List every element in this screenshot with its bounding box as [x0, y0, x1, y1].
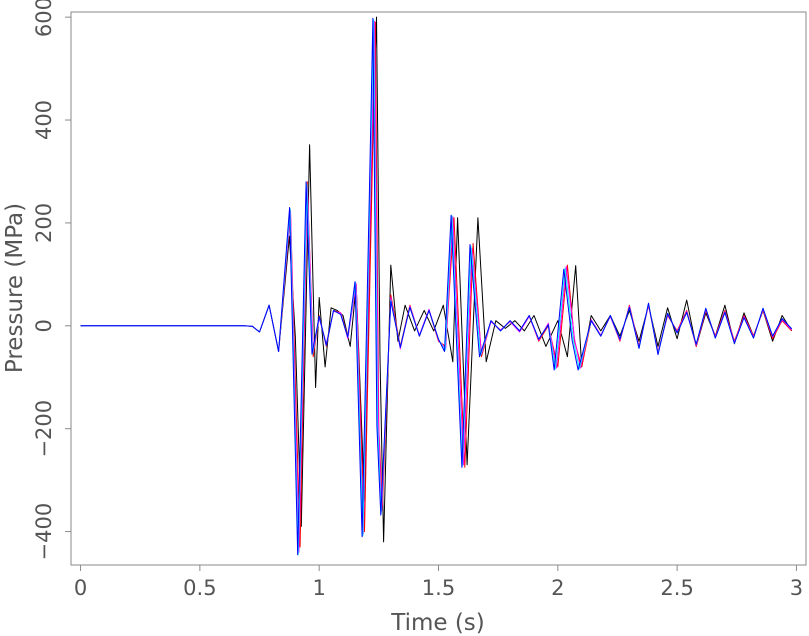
- series-line-3: [80, 20, 793, 553]
- x-tick-label: 0: [74, 576, 87, 600]
- x-tick-label: 1: [312, 576, 325, 600]
- x-tick-label: 1.5: [422, 576, 455, 600]
- series-line-1: [80, 16, 793, 543]
- series-layer: [80, 16, 793, 556]
- x-tick-label: 2: [551, 576, 564, 600]
- y-tick-label: 400: [32, 100, 56, 140]
- series-line-5: [80, 17, 793, 556]
- series-line-4: [80, 19, 793, 556]
- x-tick-label: 2.5: [660, 576, 693, 600]
- x-tick-label: 3: [790, 576, 803, 600]
- y-axis-title: Pressure (MPa): [2, 203, 28, 373]
- y-tick-label: 0: [32, 319, 56, 332]
- x-axis-title: Time (s): [390, 610, 485, 636]
- y-ticks: −400 −200 0 200 400 600: [32, 0, 71, 560]
- x-ticks: 0 0.5 1 1.5 2 2.5 3: [74, 565, 803, 600]
- x-tick-label: 0.5: [183, 576, 216, 600]
- y-tick-label: −200: [32, 400, 56, 458]
- plot-frame: [70, 11, 807, 566]
- y-tick-label: 600: [32, 0, 56, 37]
- series-line-2: [80, 21, 793, 548]
- y-tick-label: 200: [32, 203, 56, 243]
- y-tick-label: −400: [32, 503, 56, 561]
